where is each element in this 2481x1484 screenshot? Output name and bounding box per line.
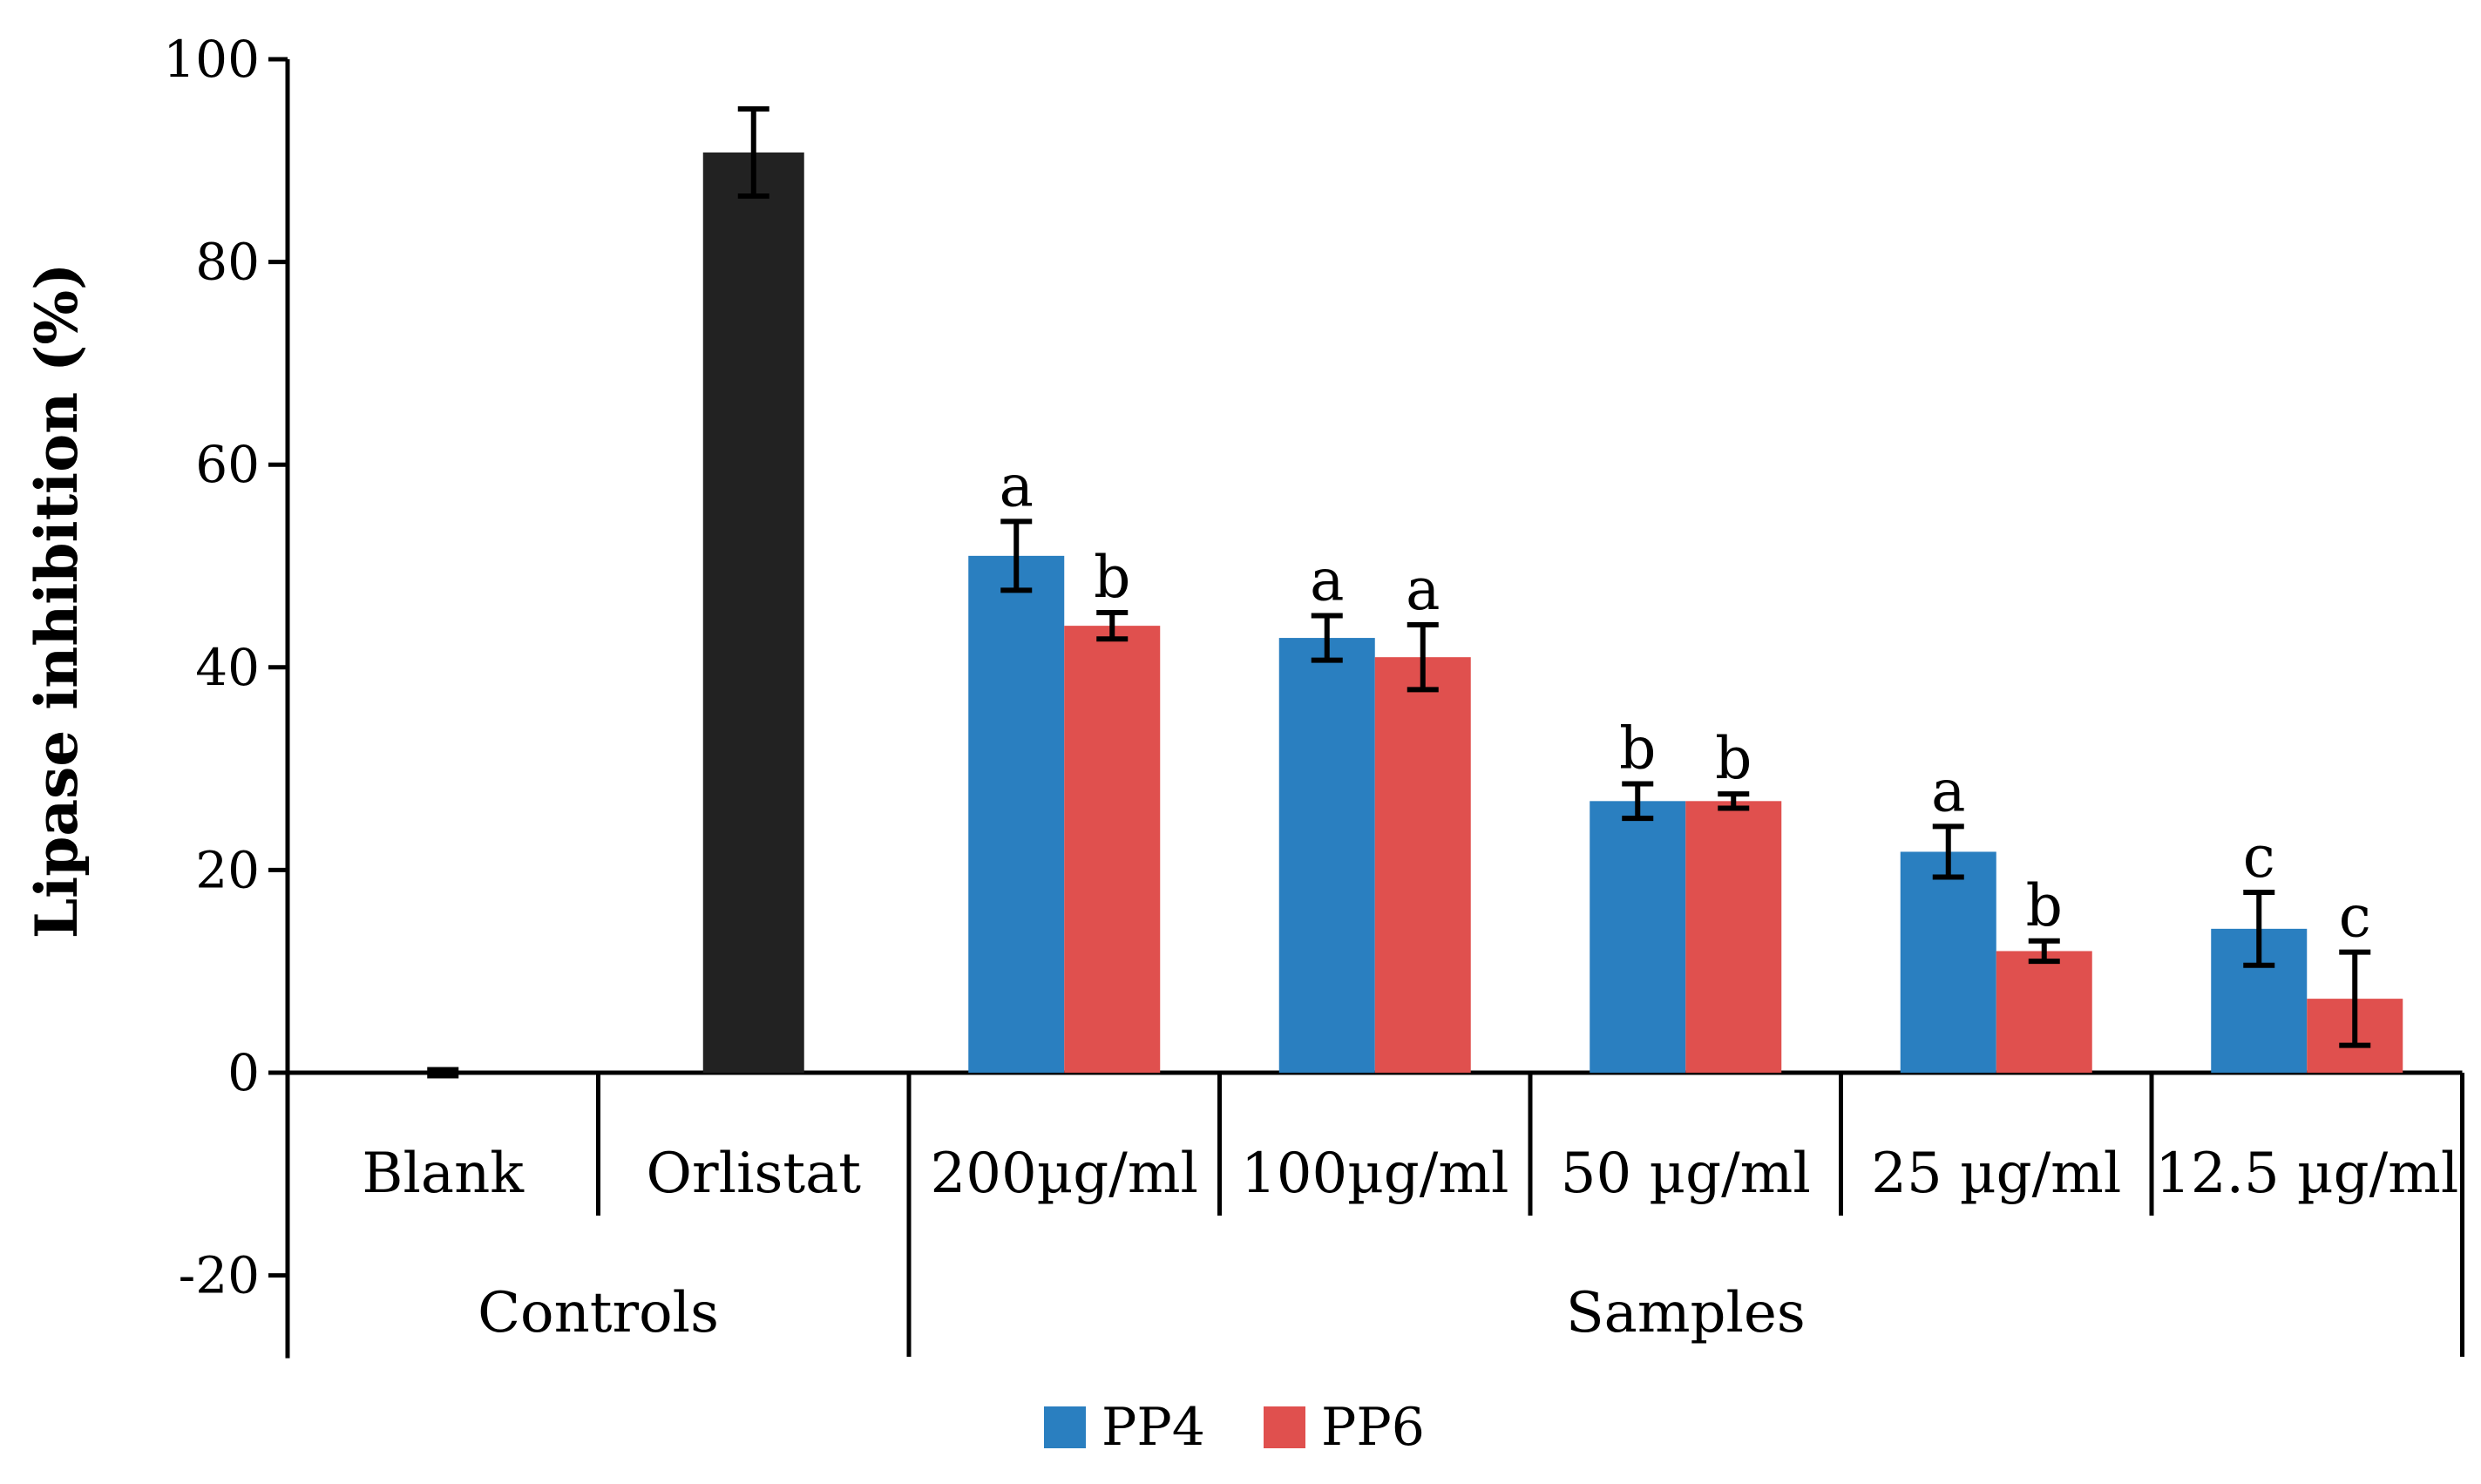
bar-pp6 (1064, 626, 1161, 1073)
y-tick-label: 20 (195, 840, 260, 899)
y-tick-label: 100 (163, 30, 260, 89)
y-tick-label: 0 (227, 1043, 260, 1102)
bar-pp4 (1900, 851, 1996, 1073)
axes (268, 57, 2464, 1359)
legend-swatch-pp4 (1044, 1406, 1086, 1448)
category-labels: Blank Orlistat 200µg/ml 100µg/ml 50 µg/ml 25 … (362, 1142, 2458, 1206)
y-tick-label: -20 (179, 1246, 260, 1305)
legend: PP4 PP6 (1044, 1397, 1425, 1458)
control-bar (702, 152, 804, 1074)
bar-pp6 (1374, 657, 1471, 1073)
y-tick-label: 80 (195, 233, 260, 292)
significance-letter: b (2026, 872, 2063, 939)
significance-letter: b (1619, 715, 1656, 783)
significance-letter: a (1310, 546, 1344, 613)
bar-pp4 (1278, 638, 1375, 1073)
bar-pp6 (1685, 801, 1782, 1073)
significance-letter: a (1000, 452, 1034, 519)
category-label: 12.5 µg/ml (2155, 1142, 2458, 1206)
legend-swatch-pp6 (1264, 1406, 1305, 1448)
significance-letter: a (1406, 556, 1440, 623)
group-labels: Controls Samples (478, 1281, 1806, 1345)
group-label: Controls (478, 1281, 719, 1345)
category-label: Orlistat (647, 1142, 862, 1206)
category-label: 50 µg/ml (1561, 1142, 1811, 1206)
significance-letter: b (1094, 544, 1130, 611)
group-label: Samples (1566, 1281, 1806, 1345)
bars (702, 152, 2403, 1074)
y-axis-label: Lipase inhibition (%) (23, 263, 91, 939)
bar-pp4 (1590, 801, 1686, 1073)
error-bars (427, 105, 2371, 1079)
category-label: 200µg/ml (931, 1142, 1198, 1206)
legend-label: PP4 (1102, 1397, 1205, 1458)
significance-letter: a (1931, 757, 1965, 824)
bar-pp6 (1996, 951, 2092, 1073)
category-label: 100µg/ml (1241, 1142, 1508, 1206)
y-tick-label: 40 (195, 638, 260, 697)
legend-label: PP6 (1321, 1397, 1425, 1458)
category-label: Blank (362, 1142, 525, 1206)
y-tick-label: 60 (195, 435, 260, 494)
significance-letter: c (2243, 823, 2275, 891)
significance-letter: c (2339, 884, 2371, 951)
significance-letter: b (1715, 725, 1752, 792)
bar-pp4 (968, 555, 1065, 1073)
y-tick-labels: -20 0 20 40 60 80 100 (163, 30, 260, 1305)
category-label: 25 µg/ml (1871, 1142, 2121, 1206)
